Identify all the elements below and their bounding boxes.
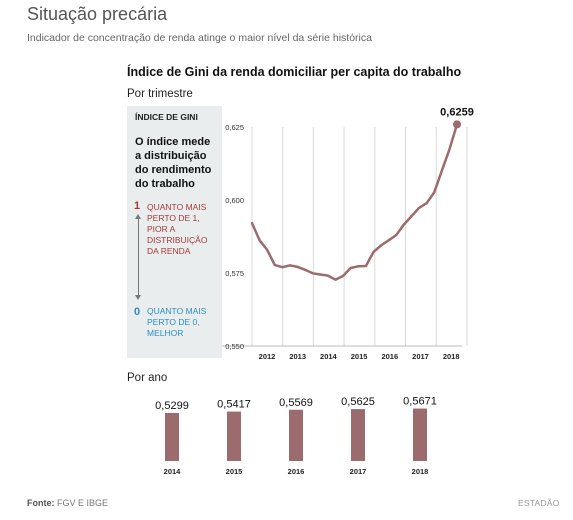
x-tick-label: 2016 xyxy=(381,352,398,361)
annual-bar-year-label: 2017 xyxy=(350,467,367,476)
annual-bar-value-label: 0,5625 xyxy=(341,396,375,408)
gini-quarterly-line xyxy=(250,123,459,281)
annual-bar-year-label: 2014 xyxy=(164,467,182,476)
annual-bar-value-label: 0,5671 xyxy=(403,396,437,408)
latest-value-label: 0,6259 xyxy=(440,106,474,118)
annual-bar-year-label: 2016 xyxy=(288,467,305,476)
annual-bar-value-label: 0,5417 xyxy=(217,399,251,411)
annual-bar-year-label: 2018 xyxy=(412,467,429,476)
quarterly-section-label: Por trimestre xyxy=(127,88,193,100)
source-label: Fonte: xyxy=(27,498,55,508)
x-tick-label: 2012 xyxy=(259,352,276,361)
annual-bar xyxy=(413,408,427,461)
annual-bar xyxy=(351,409,365,461)
annual-bar xyxy=(165,413,179,461)
legend-high-value: 1 xyxy=(134,200,141,212)
annual-bar-year-label: 2015 xyxy=(226,467,243,476)
x-tick-label: 2013 xyxy=(289,352,306,361)
x-tick-label: 2014 xyxy=(320,352,338,361)
latest-value-point xyxy=(453,120,461,129)
legend-heading: ÍNDICE DE GINI xyxy=(135,112,198,122)
y-tick-label: 0,600 xyxy=(225,196,244,205)
arrow-up-icon xyxy=(135,214,141,219)
y-tick-label: 0,550 xyxy=(225,342,244,351)
page-title: Situação precária xyxy=(27,4,168,24)
annual-bar-value-label: 0,5299 xyxy=(155,400,189,412)
gini-legend-box: ÍNDICE DE GINI O índice mede a distribui… xyxy=(127,106,222,358)
x-tick-label: 2018 xyxy=(443,352,460,361)
annual-bar xyxy=(227,411,241,461)
page-subtitle: Indicador de concentração de renda ating… xyxy=(27,32,372,44)
legend-low-text: QUANTO MAIS PERTO DE 0, MELHOR xyxy=(147,306,207,338)
legend-arrow-line xyxy=(138,218,139,296)
y-tick-label: 0,625 xyxy=(225,123,244,132)
annual-bar xyxy=(289,409,303,461)
x-tick-label: 2015 xyxy=(351,352,368,361)
annual-section-label: Por ano xyxy=(127,372,168,384)
credit-logo: ESTADÃO xyxy=(518,498,560,508)
source-value: FGV E IBGE xyxy=(57,498,109,508)
source-note: Fonte: FGV E IBGE xyxy=(27,498,108,508)
arrow-down-icon xyxy=(135,295,141,300)
chart-title: Índice de Gini da renda domiciliar per c… xyxy=(127,65,462,79)
legend-high-text: QUANTO MAIS PERTO DE 1, PIOR A DISTRIBUI… xyxy=(147,202,208,256)
y-tick-label: 0,575 xyxy=(225,269,244,278)
x-tick-label: 2017 xyxy=(412,352,429,361)
annual-bar-value-label: 0,5569 xyxy=(279,397,313,409)
legend-low-value: 0 xyxy=(134,306,141,318)
legend-description: O índice mede a distribuição do rendimen… xyxy=(135,136,212,190)
